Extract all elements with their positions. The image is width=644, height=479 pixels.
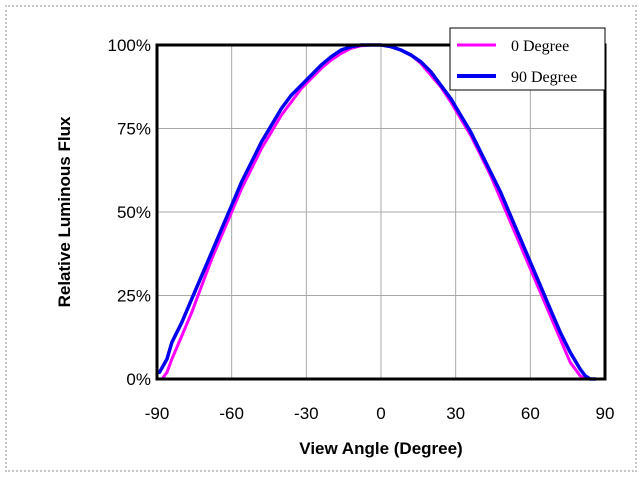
x-tick-label: -30: [294, 404, 319, 423]
plot-area-border: [155, 43, 607, 381]
legend: 0 Degree 90 Degree: [449, 27, 606, 91]
x-tick-label: 30: [446, 404, 465, 423]
y-tick-label: 75%: [117, 120, 151, 139]
x-axis-label: View Angle (Degree): [299, 439, 462, 458]
legend-label-0-degree: 0 Degree: [511, 38, 569, 55]
x-tick-label: 90: [596, 404, 615, 423]
x-tick-label: -90: [145, 404, 170, 423]
x-tick-label: 60: [521, 404, 540, 423]
y-tick-labels: 0% 25% 50% 75% 100%: [108, 36, 151, 389]
y-tick-label: 0%: [126, 370, 151, 389]
legend-label-90-degree: 90 Degree: [511, 69, 577, 86]
x-tick-label: -60: [219, 404, 244, 423]
y-tick-label: 100%: [108, 36, 151, 55]
x-tick-label: 0: [376, 404, 385, 423]
y-tick-label: 25%: [117, 287, 151, 306]
grid-layer: [157, 45, 605, 379]
y-tick-label: 50%: [117, 203, 151, 222]
legend-box: [449, 27, 606, 91]
y-axis-label: Relative Luminous Flux: [55, 116, 74, 307]
x-tick-labels: -90 -60 -30 0 30 60 90: [145, 404, 615, 423]
chart-frame: [5, 5, 637, 472]
